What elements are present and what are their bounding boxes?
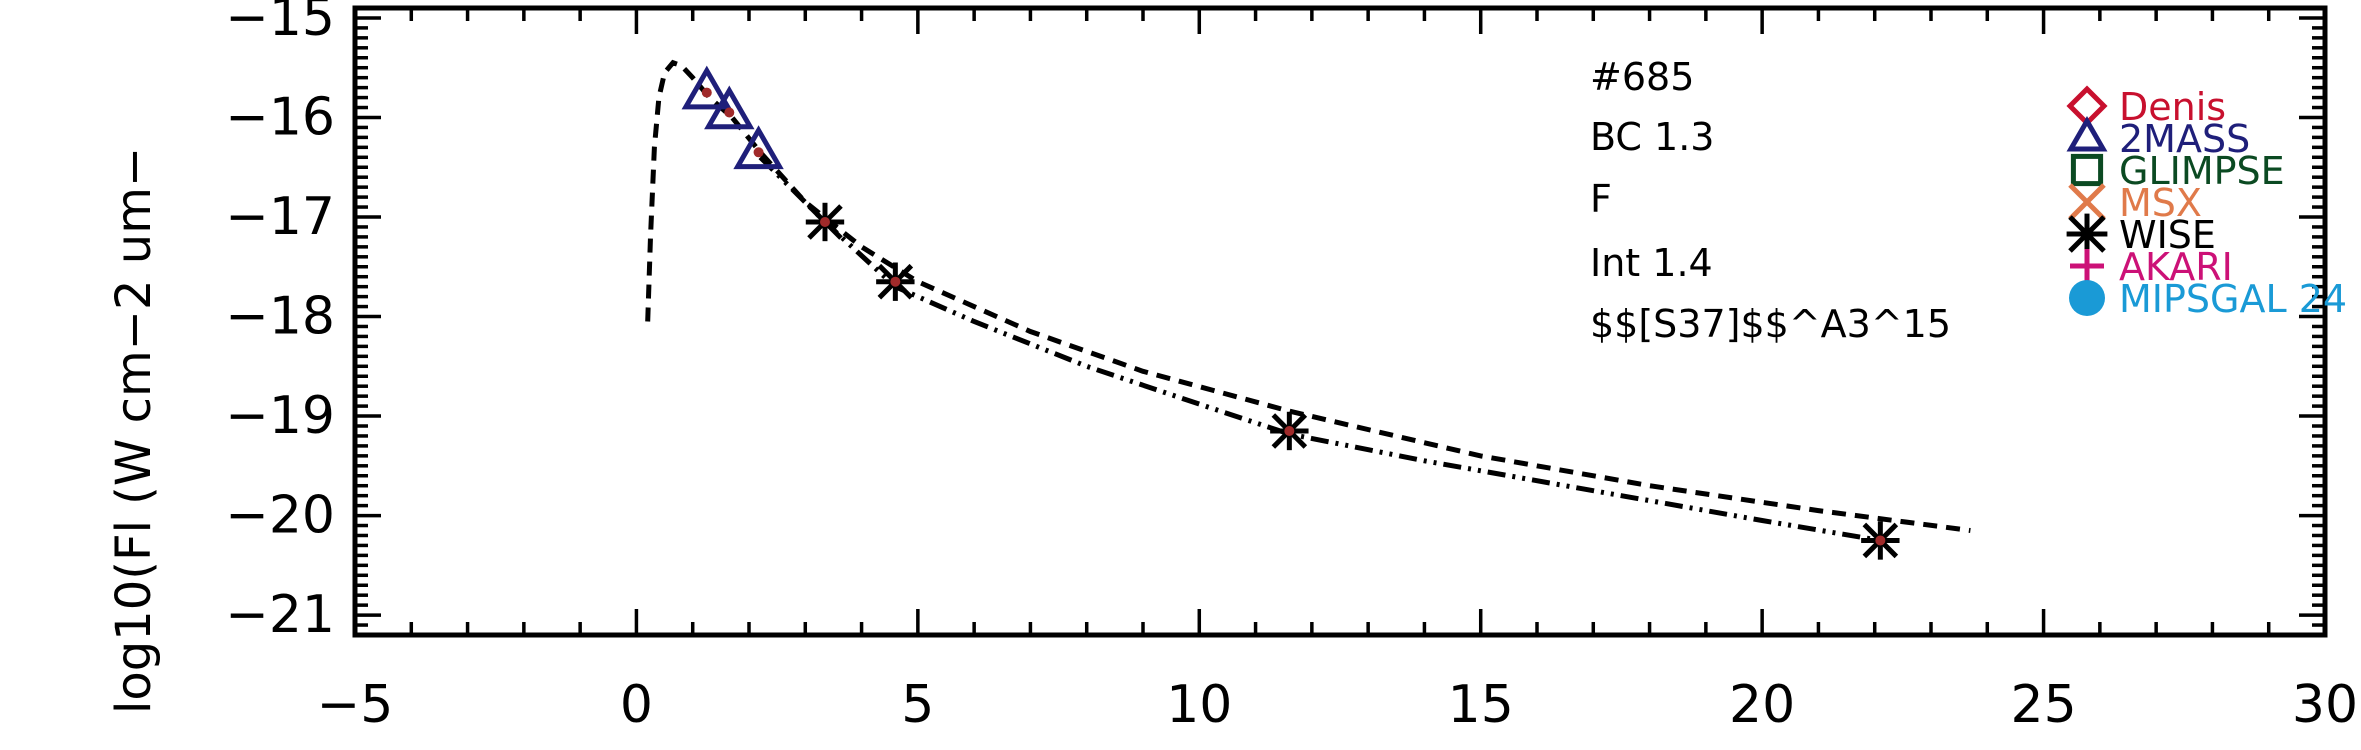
model-curves <box>645 59 1971 543</box>
triangle-marker <box>681 65 733 110</box>
annotations: #685 BC 1.3 F Int 1.4 $$[S37]$$^A3^15 <box>1590 55 1951 346</box>
triangle-marker <box>704 85 755 130</box>
legend-asterisk-icon <box>2066 213 2108 255</box>
x-tick-label: 10 <box>1166 675 1232 735</box>
x-tick-label: 5 <box>901 675 934 735</box>
legend-plus-icon <box>2070 249 2104 283</box>
legend-label: Denis <box>2119 85 2226 129</box>
legend-label: WISE <box>2119 213 2216 257</box>
model-curve-dashed <box>645 59 1971 533</box>
plot-frame <box>352 5 2328 638</box>
annotation-s37: $$[S37]$$^A3^15 <box>1590 302 1951 346</box>
legend-label: MIPSGAL 24 <box>2119 277 2347 321</box>
triangle-marker <box>733 125 784 170</box>
annotation-int: Int 1.4 <box>1590 241 1713 285</box>
annotation-id: #685 <box>1590 55 1694 99</box>
y-tick-label: −17 <box>225 187 335 247</box>
legend-triangle-icon <box>2066 115 2108 152</box>
legend-label: AKARI <box>2119 245 2233 289</box>
plot-axes: −5 0 5 10 15 20 25 30 −21 −20 −19 −18 −17 −16 −15 <box>225 0 2358 735</box>
x-tick-label: 25 <box>2010 675 2076 735</box>
y-tick-label: −16 <box>225 87 335 147</box>
y-tick-label: −15 <box>225 0 335 48</box>
x-tick-label: −5 <box>317 675 394 735</box>
x-tick-label: 30 <box>2292 675 2358 735</box>
annotation-f: F <box>1590 177 1612 221</box>
x-tick-label: 20 <box>1729 675 1795 735</box>
annotation-bc: BC 1.3 <box>1590 115 1714 159</box>
y-tick-label: −20 <box>225 486 335 546</box>
legend-label: GLIMPSE <box>2119 149 2285 193</box>
x-tick-label: 15 <box>1448 675 1514 735</box>
y-tick-label: −19 <box>225 386 335 446</box>
legend-square-icon <box>2070 153 2104 187</box>
dot-marker <box>890 276 901 287</box>
x-tick-label: 0 <box>620 675 653 735</box>
data-points <box>681 65 1900 560</box>
dot-marker <box>724 107 735 118</box>
legend-label: MSX <box>2119 181 2202 225</box>
dot-marker <box>701 87 712 98</box>
dot-marker <box>819 216 830 227</box>
y-tick-label: −21 <box>225 585 335 645</box>
model-curve-dashdot <box>758 155 1881 543</box>
dot-marker <box>1875 535 1886 546</box>
dot-marker <box>753 147 764 158</box>
legend-label: 2MASS <box>2119 117 2250 161</box>
dot-marker <box>1284 425 1295 436</box>
legend-x-icon <box>2068 183 2106 221</box>
y-axis-label: log10(Fl (W cm−2 um− <box>106 147 162 714</box>
y-tick-label: −18 <box>225 287 335 347</box>
legend-circle-icon <box>2069 280 2105 316</box>
